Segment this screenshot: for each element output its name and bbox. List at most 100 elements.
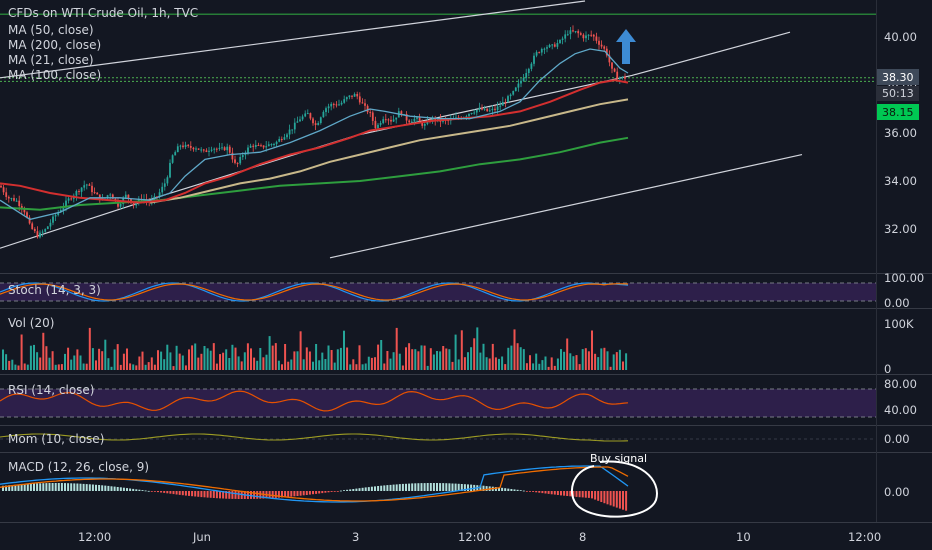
indicator-legend-ma21[interactable]: MA (21, close) xyxy=(8,53,94,67)
macd-histogram-bar xyxy=(85,484,88,491)
candle-body xyxy=(304,113,307,117)
candle-body xyxy=(413,118,416,122)
candle-body xyxy=(10,198,13,200)
candle-body xyxy=(499,105,502,107)
volume-bar xyxy=(618,349,621,370)
up-arrow-icon[interactable] xyxy=(616,29,636,64)
candle-body xyxy=(67,198,70,201)
momentum-panel[interactable]: Mom (10, close) 0.00 xyxy=(0,432,910,446)
candle-body xyxy=(210,149,213,151)
candle-body xyxy=(228,146,231,153)
x-tick-1: 12:00 xyxy=(78,530,111,544)
candle-body xyxy=(231,152,234,160)
volume-bar xyxy=(448,349,451,370)
candle-body xyxy=(374,120,377,129)
macd-histogram-bar xyxy=(600,491,603,502)
macd-histogram-bar xyxy=(215,491,218,499)
macd-histogram-bar xyxy=(358,488,361,491)
volume-bar xyxy=(625,353,628,370)
indicator-legend-ma200[interactable]: MA (200, close) xyxy=(8,38,101,52)
candle-body xyxy=(54,215,57,217)
rsi-panel[interactable]: RSI (14, close) 80.00 40.00 xyxy=(0,377,917,418)
candle-body xyxy=(509,94,512,97)
candle-body xyxy=(31,223,34,230)
time-axis[interactable]: 12:00 Jun 3 12:00 8 10 12:00 xyxy=(78,530,881,544)
macd-histogram-bar xyxy=(423,483,426,491)
candle-body xyxy=(312,118,314,124)
macd-histogram-bar xyxy=(299,491,302,496)
candle-body xyxy=(2,187,5,193)
macd-histogram-bar xyxy=(91,484,94,491)
candle-body xyxy=(371,112,374,121)
macd-histogram-bar xyxy=(234,491,237,499)
ma-21-line xyxy=(0,48,629,221)
volume-panel[interactable]: Vol (20) 100K 0 xyxy=(2,316,914,376)
volume-legend[interactable]: Vol (20) xyxy=(8,316,54,330)
price-panel[interactable]: CFDs on WTI Crude Oil, 1h, TVC MA (50, c… xyxy=(0,0,919,259)
macd-legend[interactable]: MACD (12, 26, close, 9) xyxy=(8,460,149,474)
macd-histogram-bar xyxy=(259,491,262,499)
candle-body xyxy=(535,52,538,56)
candle-body xyxy=(553,44,556,47)
macd-histogram-bar xyxy=(411,483,414,491)
candle-body xyxy=(517,83,520,88)
volume-bar xyxy=(290,359,293,370)
candle-body xyxy=(62,206,65,210)
candle-body xyxy=(78,191,80,192)
volume-bar xyxy=(563,351,566,370)
indicator-legend-ma50[interactable]: MA (50, close) xyxy=(8,23,94,37)
candle-body xyxy=(473,112,476,114)
macd-histogram-bar xyxy=(603,491,606,504)
macd-panel[interactable]: MACD (12, 26, close, 9) 0.00 Buy signal xyxy=(0,452,910,518)
candle-body xyxy=(468,113,470,117)
macd-histogram-bar xyxy=(200,491,203,498)
macd-histogram-bar xyxy=(119,487,122,491)
volume-bar xyxy=(262,357,265,370)
rsi-legend[interactable]: RSI (14, close) xyxy=(8,383,94,397)
candle-body xyxy=(20,206,23,209)
volume-bar xyxy=(429,348,432,370)
macd-histogram-bar xyxy=(76,483,79,491)
candle-body xyxy=(400,111,403,116)
volume-bar xyxy=(181,355,184,370)
candle-body xyxy=(569,30,572,35)
macd-histogram-bar xyxy=(60,483,63,491)
macd-histogram-bar xyxy=(126,488,128,491)
volume-bar xyxy=(457,359,460,370)
candle-body xyxy=(39,232,41,238)
candle-body xyxy=(0,185,2,188)
panel-separators xyxy=(0,0,932,523)
momentum-legend[interactable]: Mom (10, close) xyxy=(8,432,104,446)
macd-histogram-bar xyxy=(209,491,212,498)
candle-body xyxy=(616,71,619,79)
candle-body xyxy=(322,111,325,118)
volume-bar xyxy=(374,357,376,370)
ma-200-line xyxy=(0,136,629,211)
macd-histogram-bar xyxy=(336,491,339,492)
volume-bar xyxy=(525,363,528,370)
candle-body xyxy=(70,198,73,200)
candle-body xyxy=(405,114,408,121)
volume-bar xyxy=(95,360,97,370)
volume-bar xyxy=(11,359,14,370)
stoch-legend[interactable]: Stoch (14, 3, 3) xyxy=(8,283,101,297)
candle-body xyxy=(301,116,304,120)
macd-histogram-bar xyxy=(312,491,314,495)
macd-histogram-bar xyxy=(591,491,593,499)
macd-histogram-bar xyxy=(389,484,392,491)
stoch-panel[interactable]: Stoch (14, 3, 3) 100.00 0.00 xyxy=(0,271,924,310)
volume-bar xyxy=(82,363,85,370)
volume-bar xyxy=(507,347,510,370)
volume-bar xyxy=(20,334,23,370)
macd-tick-0: 0.00 xyxy=(884,485,910,499)
volume-bar xyxy=(237,356,240,370)
candle-body xyxy=(418,117,421,122)
indicator-legend-ma100[interactable]: MA (100, close) xyxy=(8,68,101,82)
volume-bar xyxy=(222,352,225,370)
macd-histogram-bar xyxy=(460,484,463,491)
volume-bar xyxy=(234,347,237,370)
macd-histogram-bar xyxy=(324,491,327,493)
candle-body xyxy=(379,123,382,125)
candle-body xyxy=(533,55,535,64)
